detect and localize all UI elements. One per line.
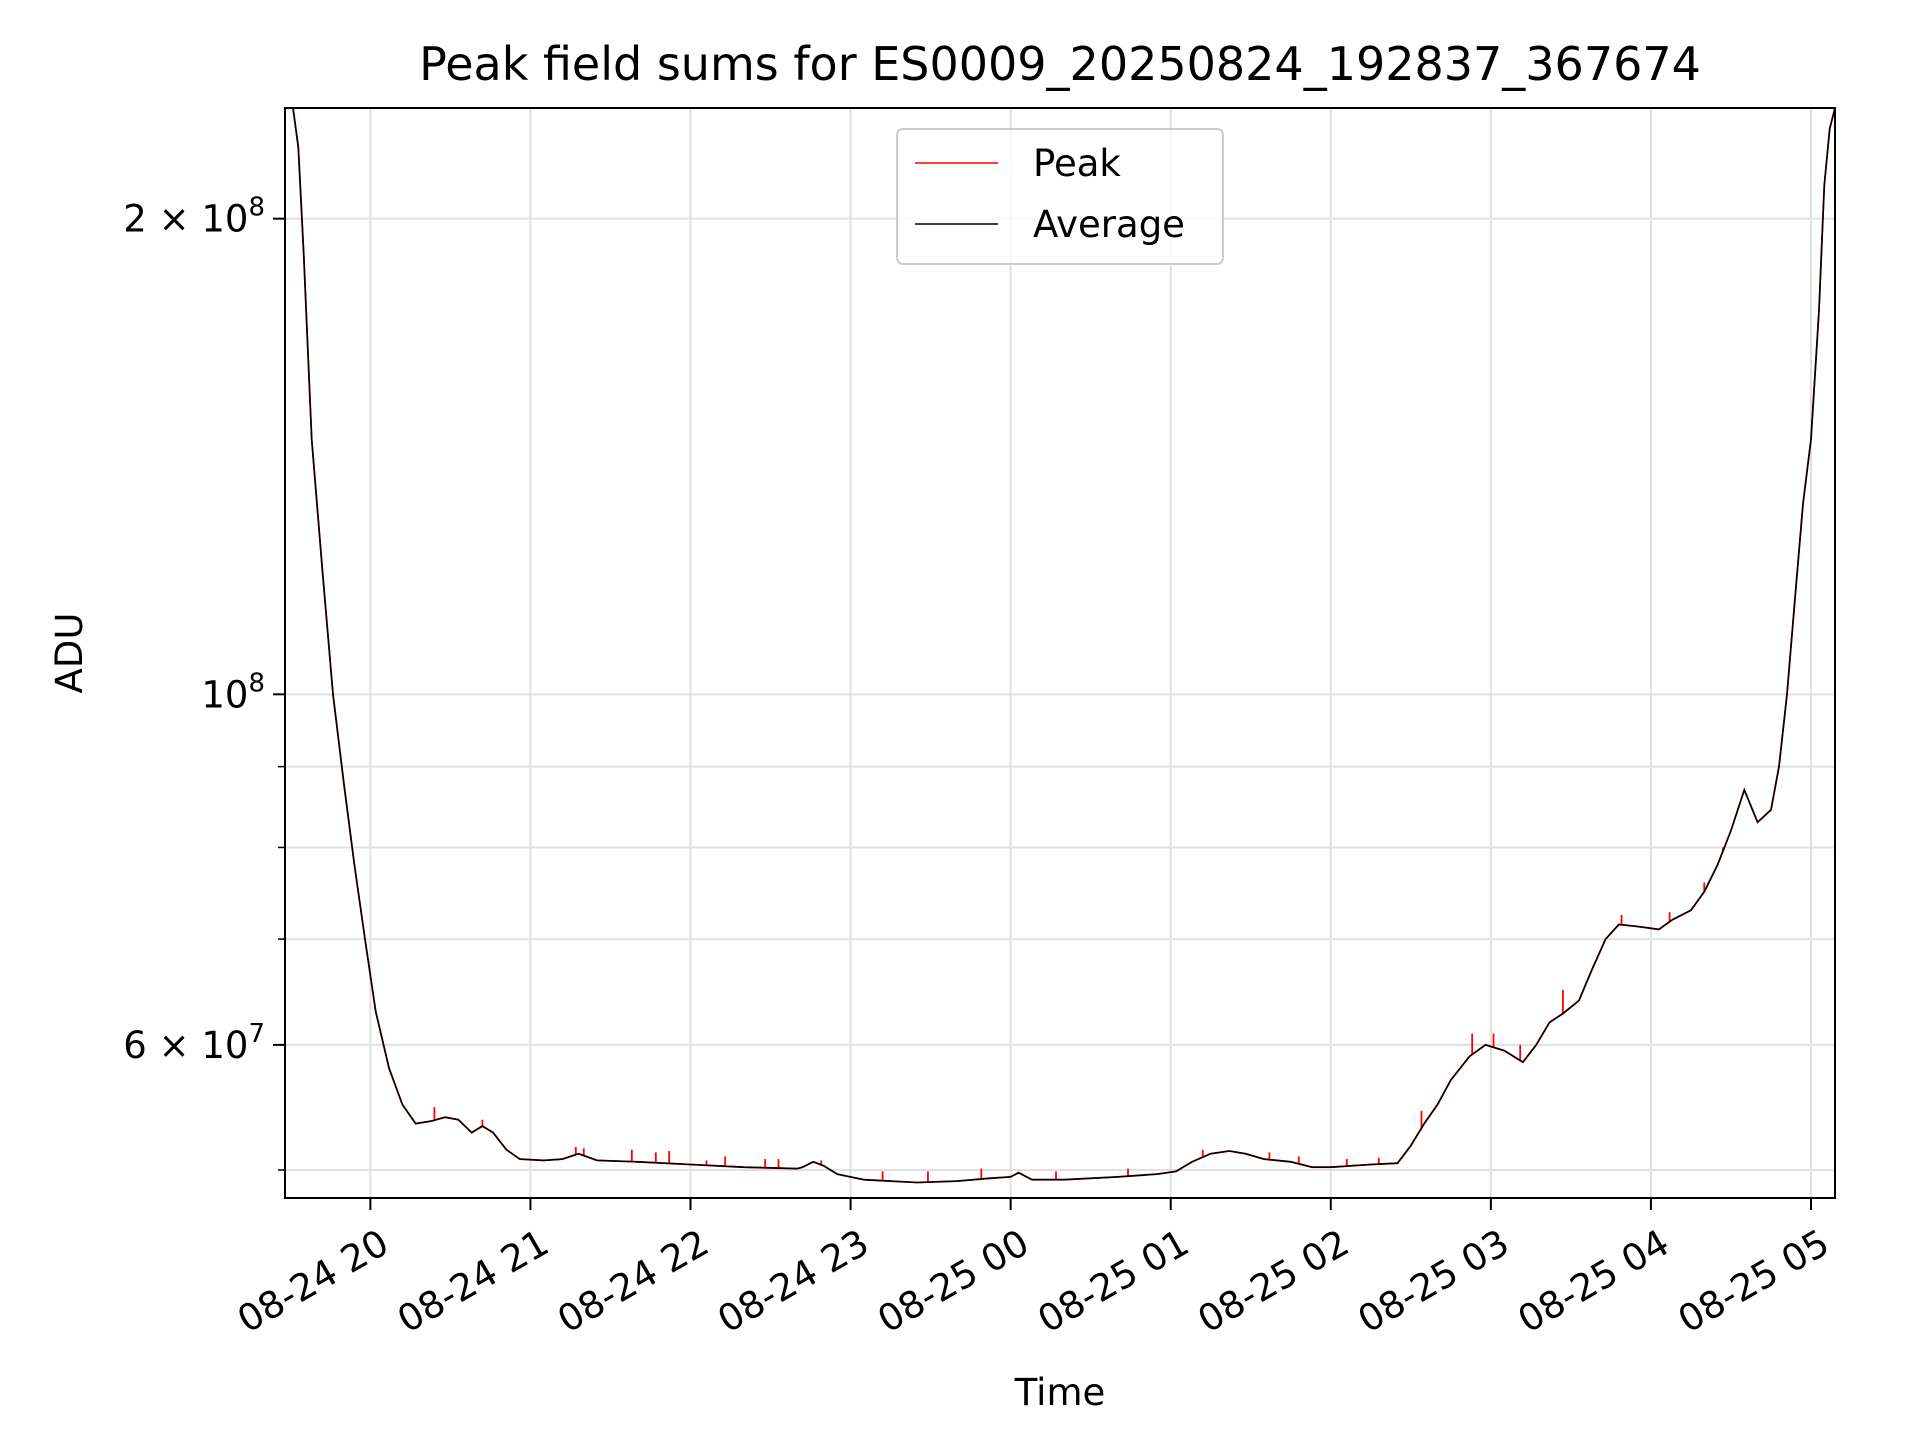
y-axis-label: ADU xyxy=(48,613,91,694)
y-tick-label: 6 × 107 xyxy=(123,1019,265,1067)
series-line-average xyxy=(285,108,1835,1184)
x-axis-label: Time xyxy=(1014,1371,1106,1414)
plot-frame xyxy=(284,107,1836,1199)
y-tick-label: 2 × 108 xyxy=(123,193,265,241)
chart-title: Peak field sums for ES0009_20250824_1928… xyxy=(419,37,1701,91)
legend-label-average: Average xyxy=(1033,203,1185,246)
plot-area xyxy=(285,108,1835,1184)
y-tick-label: 108 xyxy=(201,668,265,716)
legend: Peak Average xyxy=(896,128,1224,265)
y-axis: 2 × 108 108 6 × 107 xyxy=(123,193,285,1171)
series-layer xyxy=(285,108,1835,1184)
legend-label-peak: Peak xyxy=(1033,142,1121,185)
